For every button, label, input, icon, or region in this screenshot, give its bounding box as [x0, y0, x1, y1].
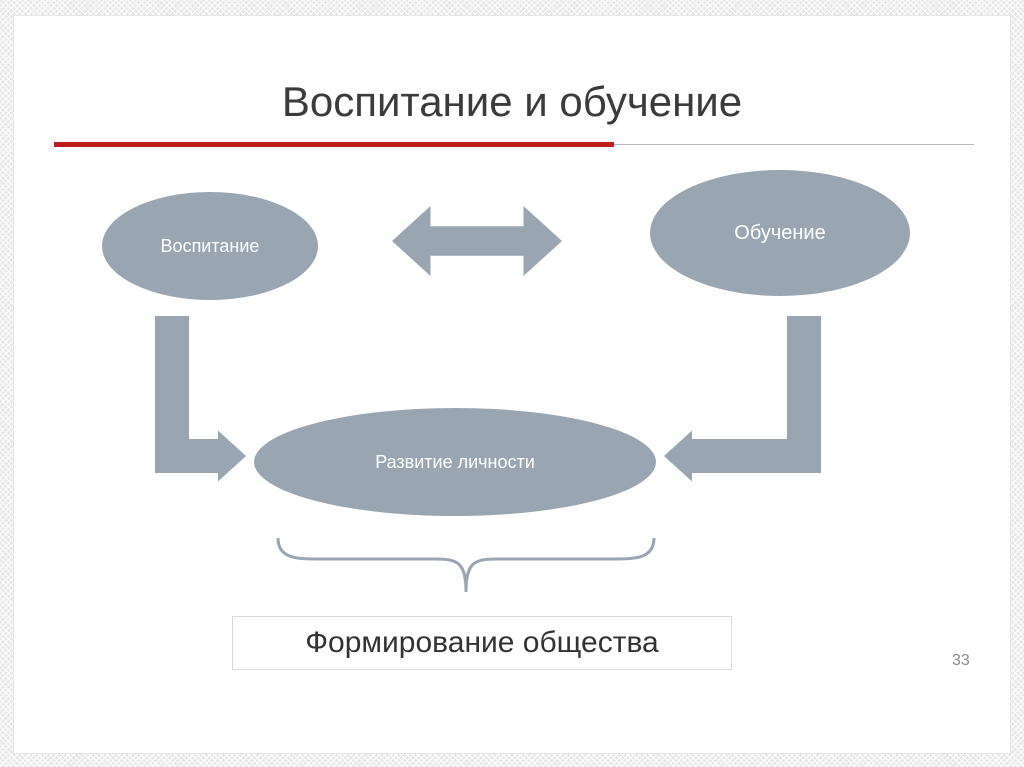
bidirectional-arrow-icon	[392, 206, 562, 276]
slide-title: Воспитание и обучение	[14, 78, 1010, 126]
node-education-label: Обучение	[734, 222, 825, 245]
arrow-left-down-icon	[155, 316, 246, 482]
arrow-right-down-icon	[664, 316, 821, 482]
curly-brace-icon	[278, 538, 654, 592]
node-upbringing-label: Воспитание	[161, 236, 260, 257]
footer-society-formation: Формирование общества	[232, 616, 732, 670]
title-underline	[54, 142, 614, 147]
slide-area: Воспитание и обучение Воспитание Обучени…	[14, 16, 1010, 753]
page-number: 33	[952, 652, 970, 670]
node-upbringing: Воспитание	[102, 192, 318, 300]
footer-label: Формирование общества	[305, 626, 658, 659]
page: Воспитание и обучение Воспитание Обучени…	[0, 0, 1024, 767]
node-personality-development: Развитие личности	[254, 408, 656, 516]
node-education: Обучение	[650, 170, 910, 296]
node-personality-label: Развитие личности	[375, 452, 535, 473]
